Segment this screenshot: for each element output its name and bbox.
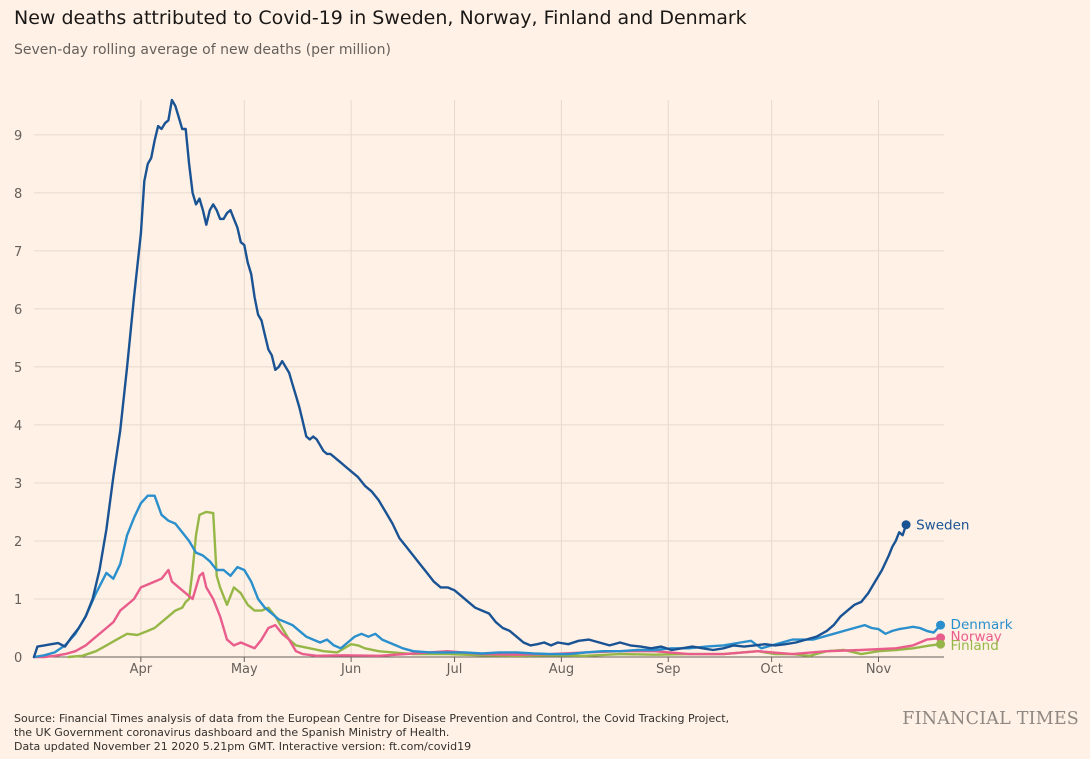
x-tick-label-jul: Jul (446, 662, 463, 677)
series-line-finland (67, 510, 942, 659)
series-label-denmark: Denmark (951, 617, 1013, 633)
series-lines (32, 98, 942, 659)
line-chart: 0 1 2 3 4 5 6 7 8 9 Apr May Jun Jul Aug Sep Oct Nov Swed… (14, 98, 1013, 677)
series-end-dot-finland (936, 639, 946, 649)
chart-title: New deaths attributed to Covid-19 in Swe… (14, 7, 747, 29)
x-tick-label-may: May (231, 662, 258, 677)
x-tick-label-apr: Apr (130, 662, 153, 677)
series-line-norway (32, 568, 942, 659)
series-line-denmark (32, 494, 942, 659)
chart-subtitle: Seven-day rolling average of new deaths … (14, 42, 391, 58)
y-tick-label: 6 (14, 303, 22, 318)
x-tick-label-jun: Jun (340, 662, 361, 677)
y-axis-ticks: 0 1 2 3 4 5 6 7 8 9 (14, 129, 22, 666)
y-tick-label: 2 (14, 535, 22, 550)
series-end-dot-denmark (936, 620, 946, 630)
y-tick-label: 9 (14, 129, 22, 144)
series-line-sweden (32, 98, 908, 659)
y-tick-label: 7 (14, 245, 22, 260)
source-line-3: Data updated November 21 2020 5.21pm GMT… (14, 740, 472, 753)
x-axis-ticks: Apr May Jun Jul Aug Sep Oct Nov (130, 657, 892, 677)
series-label-finland: Finland (951, 638, 999, 654)
horizontal-gridlines (34, 134, 944, 658)
series-end-dot-sweden (901, 520, 911, 530)
y-tick-label: 4 (14, 419, 22, 434)
source-note: Source: Financial Times analysis of data… (14, 712, 729, 754)
y-tick-label: 8 (14, 187, 22, 202)
y-tick-label: 5 (14, 361, 22, 376)
series-end-dot-norway (936, 633, 946, 643)
ft-logo: FINANCIAL TIMES (902, 709, 1079, 729)
y-tick-label: 1 (14, 593, 22, 608)
x-tick-label-nov: Nov (866, 662, 892, 677)
y-tick-label: 0 (14, 651, 22, 666)
vertical-gridlines (140, 100, 880, 657)
x-tick-label-aug: Aug (549, 662, 574, 677)
series-label-norway: Norway (951, 629, 1002, 645)
x-tick-label-sep: Sep (656, 662, 681, 677)
source-line-1: Source: Financial Times analysis of data… (14, 712, 730, 725)
y-tick-label: 3 (14, 477, 22, 492)
source-line-2: the UK Government coronavirus dashboard … (14, 726, 450, 739)
x-tick-label-oct: Oct (760, 662, 782, 677)
series-label-sweden: Sweden (916, 518, 969, 534)
